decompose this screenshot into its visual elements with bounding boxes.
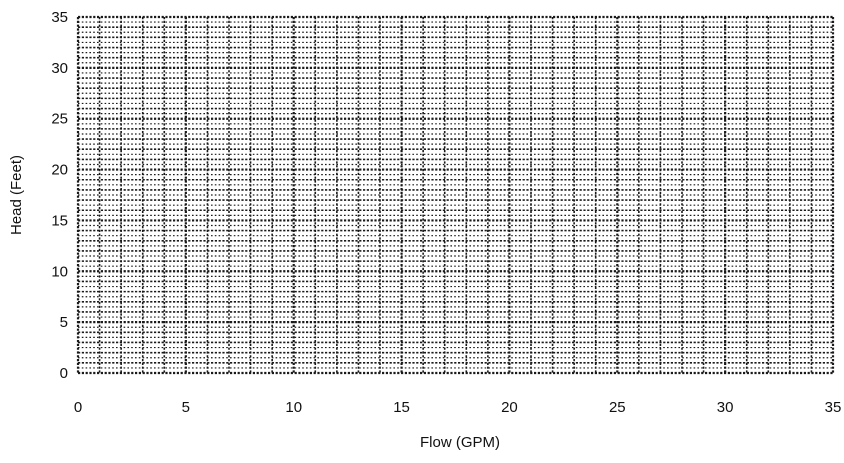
x-tick-labels: 0 5 10 15 20 25 30 35 — [74, 399, 842, 416]
y-tick-label: 30 — [51, 60, 68, 77]
x-tick-label: 15 — [393, 399, 410, 416]
y-tick-label: 5 — [60, 314, 68, 331]
x-tick-label: 0 — [74, 399, 82, 416]
y-axis-title: Head (Feet) — [8, 155, 25, 235]
x-tick-label: 5 — [182, 399, 190, 416]
grid-layer — [76, 15, 835, 375]
x-tick-label: 20 — [501, 399, 518, 416]
x-axis-title: Flow (GPM) — [420, 434, 500, 451]
x-tick-label: 35 — [825, 399, 842, 416]
y-tick-label: 20 — [51, 162, 68, 179]
y-tick-labels: 0 5 10 15 20 25 30 35 — [51, 9, 68, 382]
x-tick-label: 10 — [285, 399, 302, 416]
y-tick-label: 35 — [51, 9, 68, 26]
y-tick-label: 10 — [51, 263, 68, 280]
y-tick-label: 25 — [51, 111, 68, 128]
x-tick-label: 25 — [609, 399, 626, 416]
x-tick-label: 30 — [717, 399, 734, 416]
y-tick-label: 15 — [51, 212, 68, 229]
y-tick-label: 0 — [60, 365, 68, 382]
